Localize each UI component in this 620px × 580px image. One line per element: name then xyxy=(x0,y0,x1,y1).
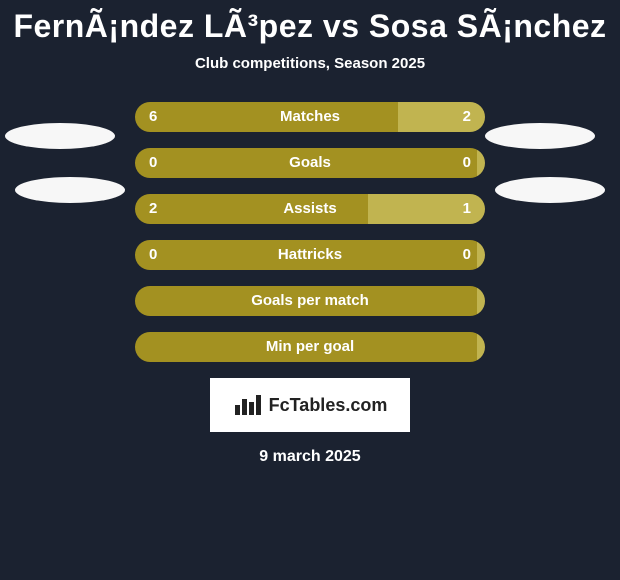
stat-bar-left xyxy=(135,148,477,178)
stat-bar-right xyxy=(477,332,485,362)
snapshot-date: 9 march 2025 xyxy=(0,448,620,466)
stat-bar-left xyxy=(135,240,477,270)
stat-bar xyxy=(135,148,485,178)
stat-bar-left xyxy=(135,286,477,316)
stat-bar-right xyxy=(398,102,485,132)
stat-bar-right xyxy=(477,286,485,316)
comparison-card: FernÃ¡ndez LÃ³pez vs Sosa SÃ¡nchez Club … xyxy=(0,0,620,580)
stat-bar xyxy=(135,240,485,270)
source-logo: FcTables.com xyxy=(210,378,410,432)
stat-bar-left xyxy=(135,332,477,362)
team-left-badge-1 xyxy=(5,123,115,149)
stat-bar-right xyxy=(477,148,485,178)
stat-bar xyxy=(135,286,485,316)
stat-bar xyxy=(135,102,485,132)
stat-bar-right xyxy=(368,194,485,224)
stat-row: Min per goal xyxy=(135,332,485,362)
source-logo-text: FcTables.com xyxy=(269,395,388,416)
stat-bar-left xyxy=(135,194,368,224)
stat-bar xyxy=(135,194,485,224)
stat-row: Matches62 xyxy=(135,102,485,132)
team-right-badge-2 xyxy=(495,177,605,203)
stat-row: Goals00 xyxy=(135,148,485,178)
team-left-badge-2 xyxy=(15,177,125,203)
team-right-badge-1 xyxy=(485,123,595,149)
stat-bar-left xyxy=(135,102,398,132)
stat-row: Goals per match xyxy=(135,286,485,316)
stat-row: Assists21 xyxy=(135,194,485,224)
stat-row: Hattricks00 xyxy=(135,240,485,270)
stat-bar-right xyxy=(477,240,485,270)
subtitle: Club competitions, Season 2025 xyxy=(0,55,620,72)
page-title: FernÃ¡ndez LÃ³pez vs Sosa SÃ¡nchez xyxy=(0,0,620,45)
bar-chart-icon xyxy=(233,393,263,417)
stat-bar xyxy=(135,332,485,362)
